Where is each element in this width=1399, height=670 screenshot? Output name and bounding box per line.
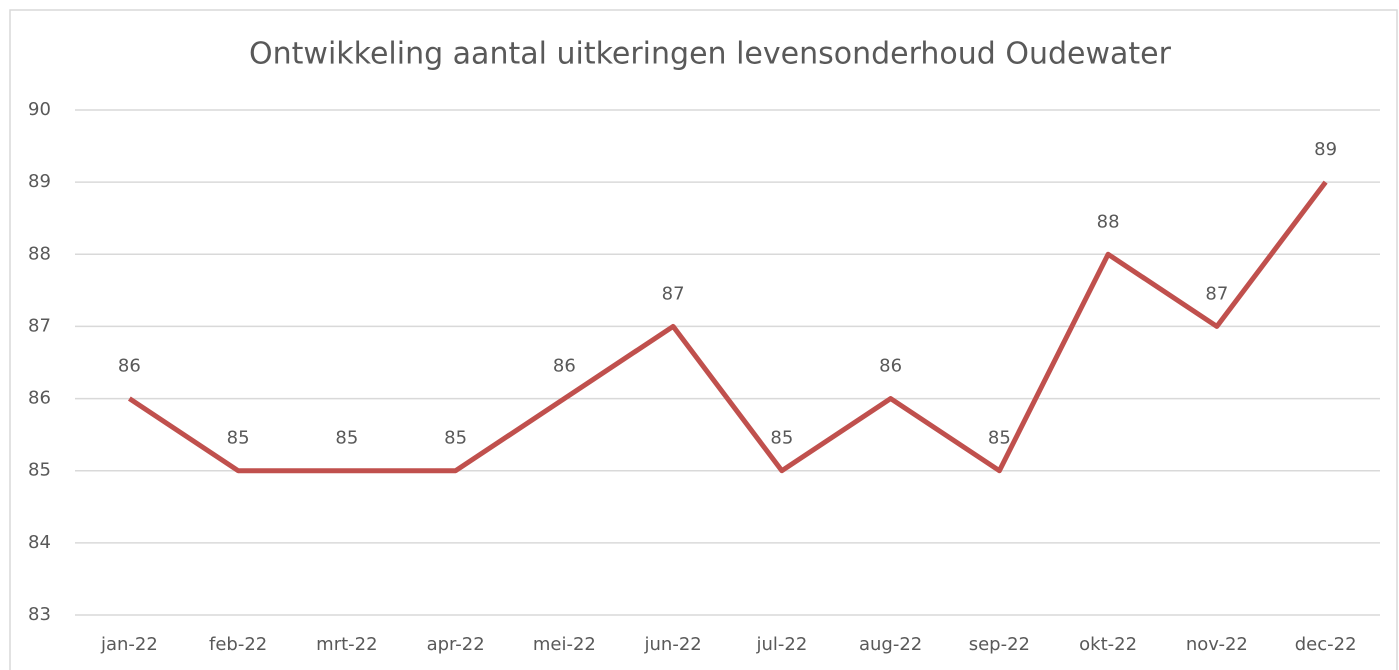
- y-tick-label: 90: [28, 99, 51, 120]
- x-tick-label: jun-22: [644, 634, 702, 655]
- y-tick-label: 89: [28, 171, 51, 192]
- data-line: [127, 180, 1328, 474]
- x-tick-label: sep-22: [969, 634, 1030, 655]
- y-tick-label: 88: [28, 243, 51, 264]
- data-label: 85: [444, 428, 467, 449]
- data-label: 89: [1314, 139, 1337, 160]
- data-label: 85: [988, 428, 1011, 449]
- x-tick-label: dec-22: [1295, 634, 1357, 655]
- data-label: 86: [879, 356, 902, 377]
- chart-frame: [9, 9, 1398, 670]
- data-label: 86: [118, 356, 141, 377]
- y-tick-label: 85: [28, 460, 51, 481]
- data-label: 86: [553, 356, 576, 377]
- y-tick-label: 83: [28, 604, 51, 625]
- y-tick-label: 84: [28, 532, 51, 553]
- data-label: 85: [770, 428, 793, 449]
- x-tick-label: nov-22: [1186, 634, 1248, 655]
- data-label: 87: [1205, 283, 1228, 304]
- data-label: 88: [1097, 211, 1120, 232]
- x-tick-label: aug-22: [859, 634, 922, 655]
- x-tick-label: mrt-22: [316, 634, 377, 655]
- data-label: 85: [335, 428, 358, 449]
- data-label: 85: [227, 428, 250, 449]
- x-tick-label: apr-22: [427, 634, 485, 655]
- y-tick-label: 86: [28, 388, 51, 409]
- x-tick-label: jan-22: [100, 634, 158, 655]
- x-tick-label: jul-22: [755, 634, 807, 655]
- data-label: 87: [662, 283, 685, 304]
- x-tick-label: okt-22: [1079, 634, 1137, 655]
- chart-title: Ontwikkeling aantal uitkeringen levenson…: [249, 37, 1172, 72]
- y-tick-label: 87: [28, 315, 51, 336]
- x-tick-label: mei-22: [533, 634, 596, 655]
- x-tick-label: feb-22: [209, 634, 267, 655]
